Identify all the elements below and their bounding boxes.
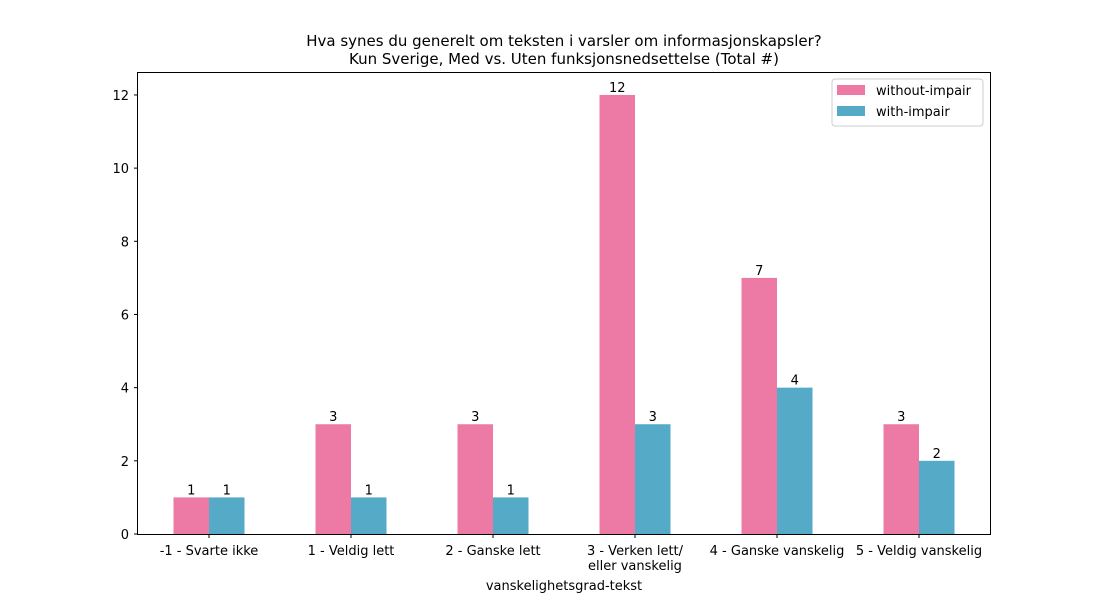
bar-value-label-with-impair-3: 3 [649, 410, 657, 425]
x-tick-label-1: 1 - Veldig lett [308, 544, 395, 559]
bar-without-impair-4 [741, 277, 777, 534]
bar-with-impair-1 [351, 497, 387, 534]
x-tick-label-3: eller vanskelig [588, 559, 682, 574]
x-tick-label-4: 4 - Ganske vanskelig [710, 544, 845, 559]
bar-value-label-without-impair-0: 1 [187, 483, 195, 498]
bar-with-impair-0 [209, 497, 245, 534]
y-tick-label: 6 [121, 308, 129, 323]
bar-value-label-without-impair-4: 7 [755, 264, 763, 279]
legend-label-with-impair: with-impair [876, 105, 950, 120]
bar-without-impair-2 [457, 424, 493, 534]
y-axis: 0 2 4 6 8 10 12 [112, 89, 138, 543]
x-axis: -1 - Svarte ikke 1 - Veldig lett 2 - Gansk… [160, 534, 982, 574]
bar-without-impair-1 [315, 424, 351, 534]
bar-without-impair-5 [883, 424, 919, 534]
y-tick-label: 2 [121, 455, 129, 470]
y-tick-label: 10 [112, 162, 129, 177]
bar-value-label-with-impair-1: 1 [365, 483, 373, 498]
bar-with-impair-3 [635, 424, 671, 534]
bar-with-impair-5 [919, 460, 955, 534]
x-tick-label-3: 3 - Verken lett/ [587, 544, 684, 559]
legend: without-impair with-impair [831, 78, 984, 127]
legend-box [831, 78, 984, 127]
x-axis-label: vanskelighetsgrad-tekst [486, 579, 642, 594]
bar-value-label-with-impair-5: 2 [933, 447, 941, 462]
x-tick-label-5: 5 - Veldig vanskelig [856, 544, 982, 559]
bar-value-label-without-impair-1: 3 [329, 410, 337, 425]
x-tick-label-0: -1 - Svarte ikke [160, 544, 259, 559]
legend-swatch-without-impair [837, 85, 865, 95]
y-tick-label: 12 [112, 89, 129, 104]
bars-layer [173, 94, 955, 534]
legend-swatch-with-impair [837, 106, 865, 116]
bar-without-impair-3 [599, 94, 635, 534]
bar-value-label-with-impair-0: 1 [223, 483, 231, 498]
y-tick-label: 8 [121, 235, 129, 250]
bar-value-label-without-impair-2: 3 [471, 410, 479, 425]
chart-subtitle: Kun Sverige, Med vs. Uten funksjonsnedse… [349, 50, 779, 68]
plot-frame [137, 72, 991, 535]
bar-value-label-with-impair-4: 4 [791, 374, 799, 389]
legend-label-without-impair: without-impair [876, 84, 972, 99]
y-tick-label: 0 [121, 528, 129, 543]
y-tick-label: 4 [121, 382, 129, 397]
bar-with-impair-2 [493, 497, 529, 534]
bar-with-impair-4 [777, 387, 813, 534]
x-tick-label-2: 2 - Ganske lett [445, 544, 540, 559]
bar-value-label-without-impair-3: 12 [609, 81, 626, 96]
bar-without-impair-0 [173, 497, 209, 534]
bar-value-label-with-impair-2: 1 [507, 483, 515, 498]
bar-value-label-without-impair-5: 3 [897, 410, 905, 425]
bar-labels-layer: 1 3 3 12 7 3 1 1 1 3 4 2 [187, 81, 941, 498]
chart-title: Hva synes du generelt om teksten i varsl… [306, 32, 822, 50]
